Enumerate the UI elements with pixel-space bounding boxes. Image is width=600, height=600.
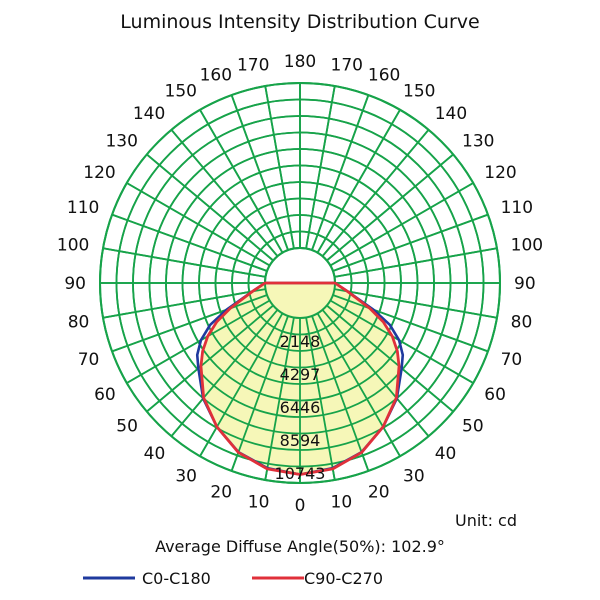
angle-label: 80 — [511, 313, 533, 333]
grid-spoke — [126, 299, 271, 384]
angle-label: 100 — [57, 235, 89, 255]
angle-label: 120 — [83, 163, 115, 183]
angle-label: 130 — [462, 131, 494, 151]
grid-spoke — [102, 288, 266, 319]
ring-value-label: 4297 — [280, 365, 321, 384]
grid-spoke — [334, 247, 498, 278]
legend-label-c90-c270: C90-C270 — [304, 569, 383, 588]
ring-value-label: 8594 — [280, 431, 321, 450]
grid-spoke — [102, 247, 266, 278]
angle-label: 10 — [248, 493, 270, 513]
angle-label: 20 — [368, 483, 390, 503]
angle-label: 170 — [237, 55, 269, 75]
angle-label: 150 — [403, 82, 435, 102]
angle-label: 10 — [331, 493, 353, 513]
ring-labels: 2148 4297 6446 8594 10743 — [275, 332, 326, 483]
angle-label: 150 — [165, 82, 197, 102]
angle-label: 40 — [435, 444, 457, 464]
grid-spoke — [305, 317, 336, 481]
grid-spoke — [334, 288, 498, 319]
grid-spoke — [316, 312, 401, 457]
angle-label: 140 — [133, 104, 165, 124]
angle-label: 110 — [67, 198, 99, 218]
chart-title: Luminous Intensity Distribution Curve — [120, 11, 479, 33]
unit-label: Unit: cd — [455, 511, 517, 530]
grid-spoke — [199, 312, 284, 457]
legend: C0-C180 C90-C270 — [83, 569, 383, 588]
angle-label: 100 — [511, 235, 543, 255]
average-diffuse-angle-label: Average Diffuse Angle(50%): 102.9° — [155, 537, 445, 556]
polar-grid-overlay — [99, 82, 501, 484]
angle-label: 80 — [68, 313, 90, 333]
legend-label-c0-c180: C0-C180 — [142, 569, 211, 588]
series-line-c90-c270 — [199, 281, 401, 476]
angle-labels: 0 102030405060708090100110120130140150160… — [57, 52, 543, 516]
angle-label: 160 — [368, 65, 400, 85]
angle-label: 50 — [462, 417, 484, 437]
angle-label: 140 — [435, 104, 467, 124]
grid-spoke — [332, 213, 489, 272]
grid-spoke — [111, 294, 268, 353]
angle-label: 110 — [501, 198, 533, 218]
angle-label: 30 — [403, 466, 425, 486]
ring-value-label: 6446 — [280, 398, 321, 417]
angle-label: 60 — [94, 385, 116, 405]
grid-spoke — [321, 129, 430, 257]
grid-spoke — [321, 309, 430, 437]
angle-label: 60 — [484, 385, 506, 405]
angle-label: 130 — [105, 131, 137, 151]
angle-label: 30 — [175, 466, 197, 486]
grid-spoke — [264, 317, 295, 481]
grid-spoke — [326, 153, 454, 262]
ring-value-label: 10743 — [275, 464, 326, 483]
grid-spoke — [326, 304, 454, 413]
grid-spoke — [126, 182, 271, 267]
curve-layer — [99, 82, 501, 484]
ring-value-label: 2148 — [280, 332, 321, 351]
angle-label: 90 — [64, 274, 86, 294]
grid-spoke — [170, 129, 279, 257]
angle-label: 40 — [144, 444, 166, 464]
grid-spoke — [305, 85, 336, 249]
angle-label: 170 — [331, 55, 363, 75]
grid-spoke — [230, 94, 289, 251]
angle-label: 180 — [284, 52, 316, 72]
grid-spoke — [111, 213, 268, 272]
grid-spoke — [311, 315, 370, 472]
angle-label: 120 — [484, 163, 516, 183]
angle-label: 0 — [295, 496, 306, 516]
grid-spoke — [146, 304, 274, 413]
grid-spoke — [170, 309, 279, 437]
angle-label: 20 — [210, 483, 232, 503]
angle-label: 70 — [501, 350, 523, 370]
angle-label: 90 — [514, 274, 536, 294]
grid-spoke — [332, 294, 489, 353]
grid-spoke — [199, 109, 284, 254]
angle-label: 160 — [200, 65, 232, 85]
angle-label: 70 — [78, 350, 100, 370]
angle-label: 50 — [116, 417, 138, 437]
grid-spoke — [329, 182, 474, 267]
grid-spoke — [230, 315, 289, 472]
grid-spoke — [264, 85, 295, 249]
grid-spoke — [329, 299, 474, 384]
grid-spoke — [146, 153, 274, 262]
grid-spoke — [311, 94, 370, 251]
grid-spoke — [316, 109, 401, 254]
